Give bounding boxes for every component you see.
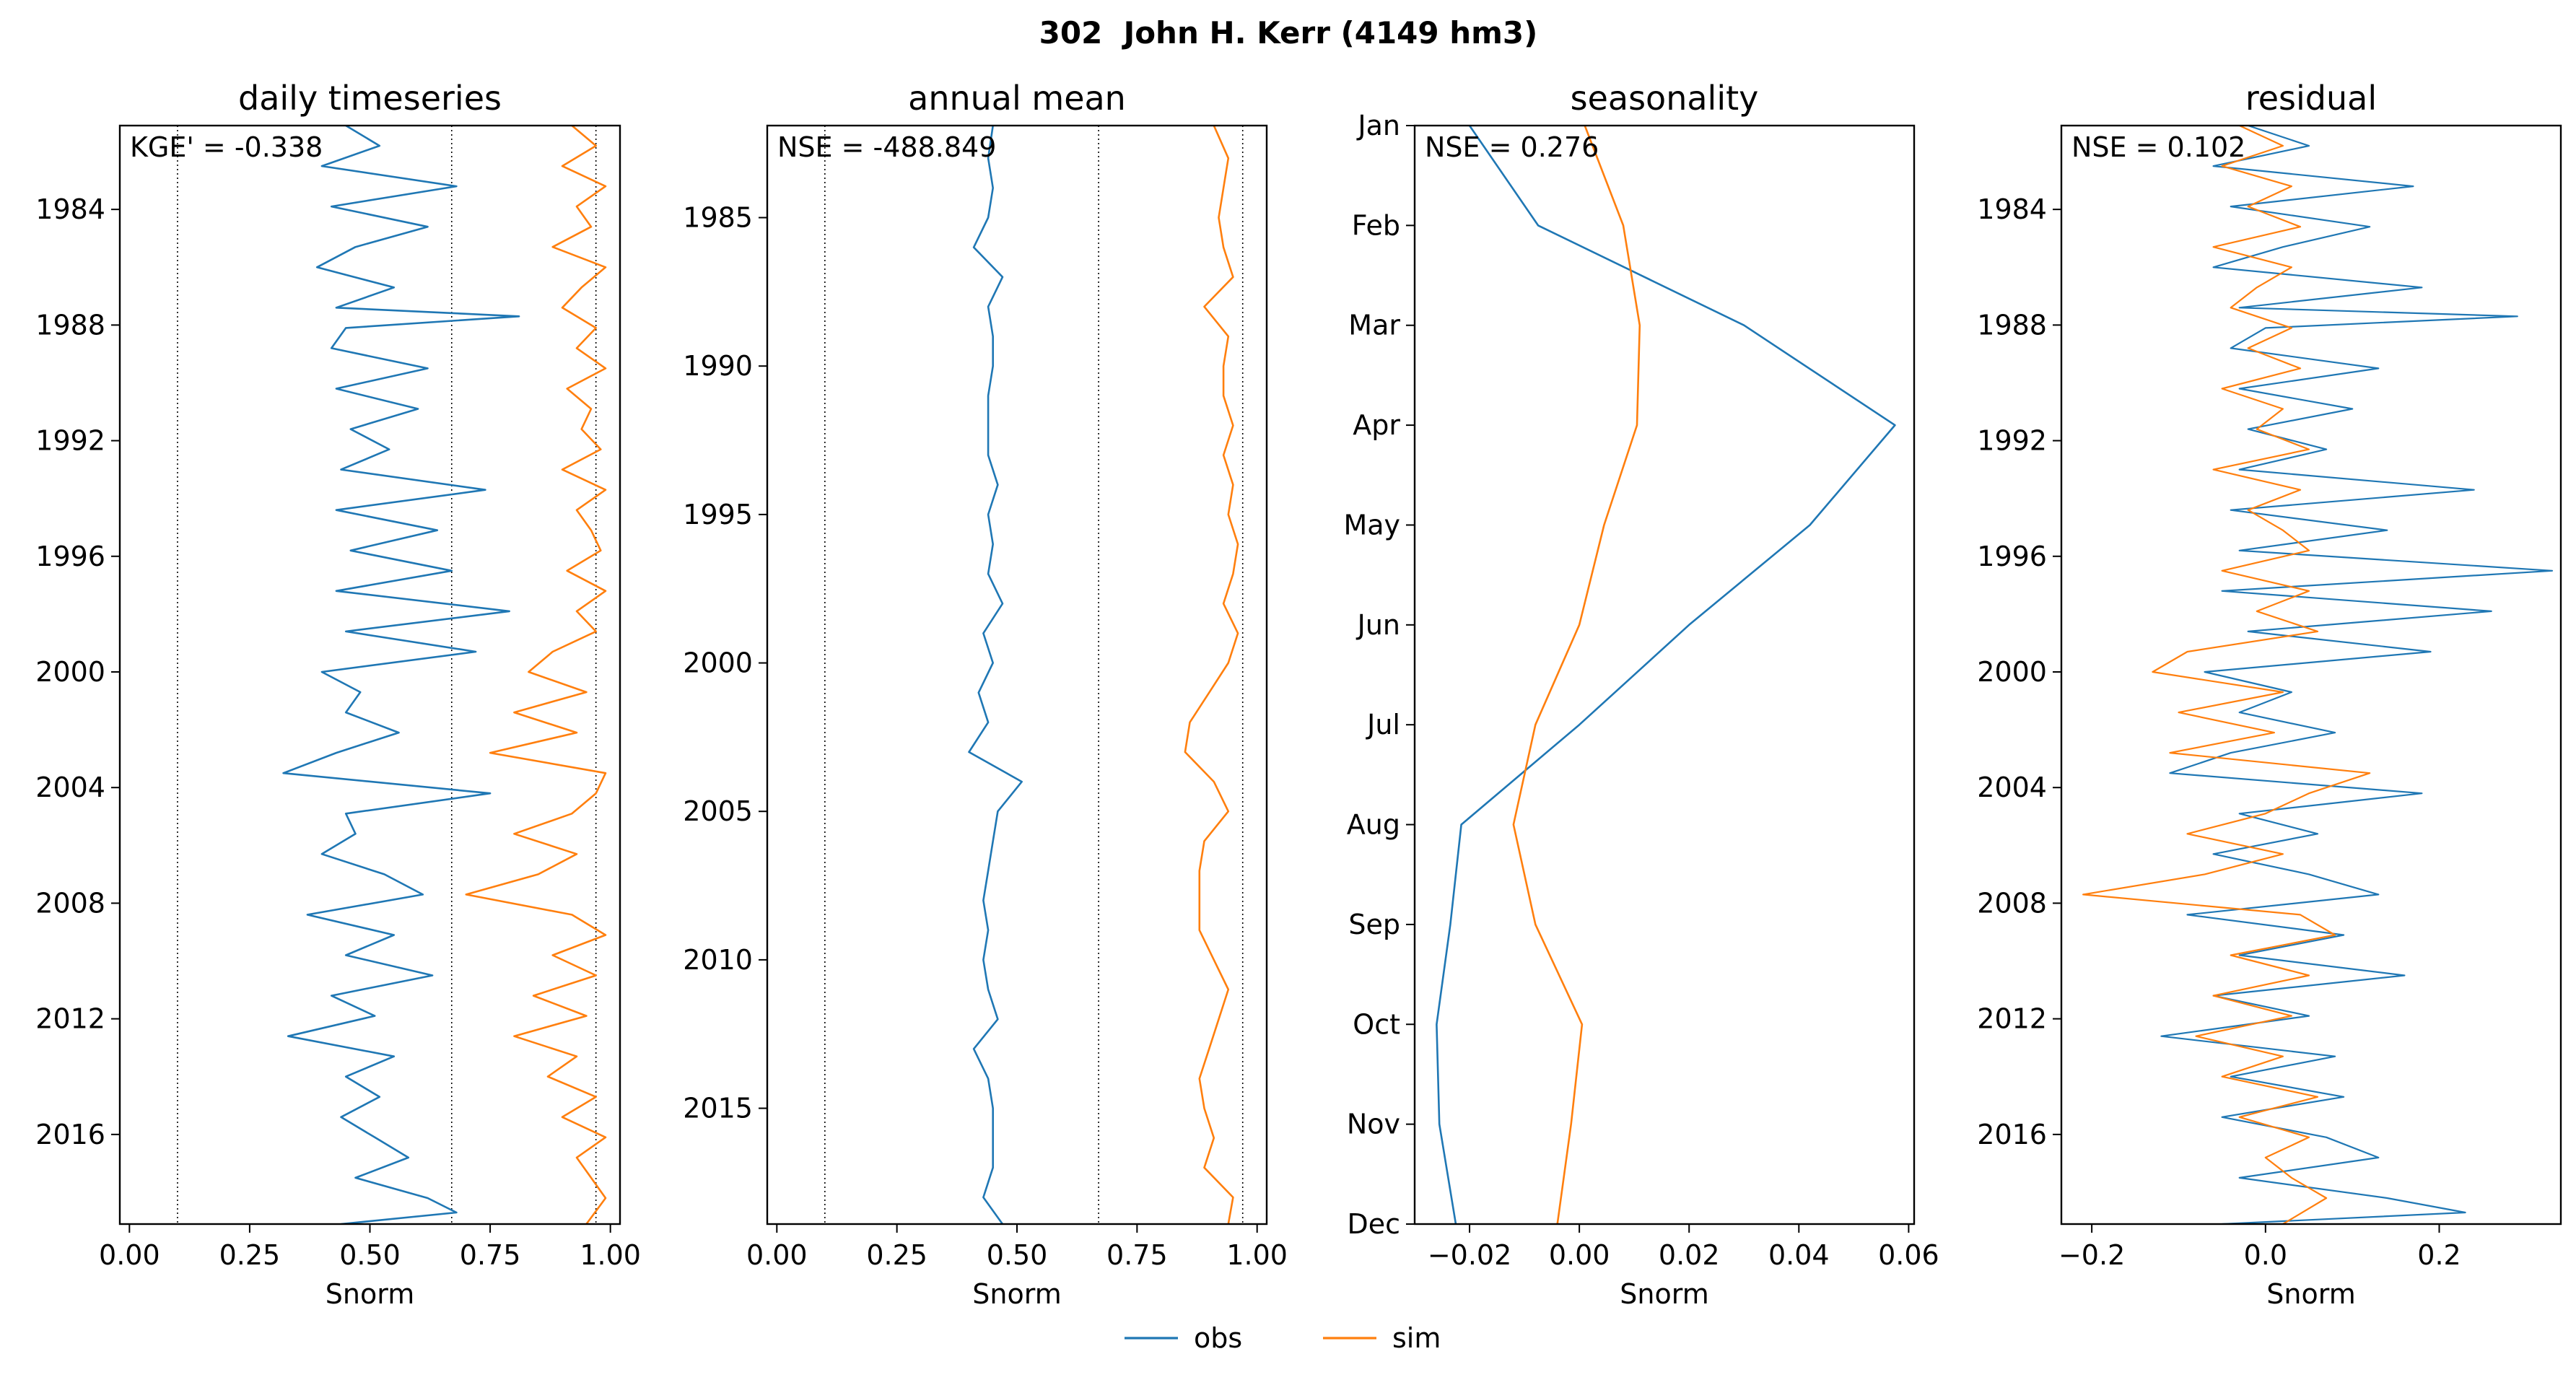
x-tick-label: 0.75 bbox=[1106, 1239, 1168, 1271]
y-tick-label: 2012 bbox=[1977, 1003, 2047, 1035]
y-tick-label: 1992 bbox=[1977, 425, 2047, 457]
y-tick-label: Apr bbox=[1353, 409, 1400, 441]
y-tick-label: Dec bbox=[1347, 1208, 1400, 1240]
legend-label-obs: obs bbox=[1194, 1322, 1242, 1354]
subplot-title: annual mean bbox=[908, 79, 1126, 118]
y-tick-label: Aug bbox=[1347, 809, 1400, 841]
x-axis-label: Snorm bbox=[2266, 1278, 2355, 1310]
metric-annotation: KGE' = -0.338 bbox=[130, 131, 323, 163]
subplot-panels: 0.00 0.25 0.50 0.75 1.00 1984 1988 1992 1996 2000… bbox=[35, 79, 2562, 1310]
subplot-title: residual bbox=[2245, 79, 2377, 118]
series-line-obs bbox=[968, 126, 1023, 1224]
subplot-2: 0.00 0.25 0.50 0.75 1.00 1985 1990 1995 2000 2005… bbox=[683, 79, 1288, 1310]
y-tick-label: Jun bbox=[1356, 609, 1400, 641]
y-tick-label: 2000 bbox=[683, 647, 753, 679]
y-tick-label: May bbox=[1343, 509, 1400, 541]
x-tick-label: 1.00 bbox=[580, 1239, 641, 1271]
y-tick-label: Jan bbox=[1356, 110, 1400, 141]
x-tick-label: 0.06 bbox=[1878, 1239, 1939, 1271]
x-tick-label: 0.25 bbox=[219, 1239, 281, 1271]
x-tick-label: 0.50 bbox=[339, 1239, 401, 1271]
y-tick-label: 2000 bbox=[35, 656, 105, 688]
y-tick-label: 2010 bbox=[683, 944, 753, 976]
subplot-3: −0.02 0.00 0.02 0.04 0.06 Jan Feb Mar Apr May Jun J… bbox=[1343, 79, 1939, 1310]
y-tick-label: 1985 bbox=[683, 202, 753, 234]
y-tick-label: 2005 bbox=[683, 795, 753, 827]
subplot-title: seasonality bbox=[1571, 79, 1759, 118]
subplot-4: −0.2 0.0 0.2 1984 1988 1992 1996 2000 2004 2008 20… bbox=[1977, 79, 2562, 1310]
y-tick-label: 1988 bbox=[35, 309, 105, 341]
subplot-1: 0.00 0.25 0.50 0.75 1.00 1984 1988 1992 1996 2000… bbox=[35, 79, 641, 1310]
series-line-sim bbox=[1512, 126, 1641, 1224]
series-line-obs bbox=[282, 126, 520, 1224]
x-tick-label: 0.00 bbox=[746, 1239, 808, 1271]
y-tick-label: Nov bbox=[1347, 1109, 1400, 1140]
x-tick-label: 0.75 bbox=[460, 1239, 521, 1271]
y-tick-label: 2008 bbox=[35, 887, 105, 919]
x-tick-label: 0.0 bbox=[2244, 1239, 2287, 1271]
y-tick-label: 1984 bbox=[1977, 193, 2047, 225]
metric-annotation: NSE = 0.276 bbox=[1425, 131, 1599, 163]
x-tick-label: 0.50 bbox=[987, 1239, 1048, 1271]
series-line-sim bbox=[465, 126, 607, 1224]
axes-frame bbox=[2060, 124, 2562, 1225]
x-tick-label: 1.00 bbox=[1226, 1239, 1288, 1271]
x-tick-label: 0.25 bbox=[866, 1239, 927, 1271]
series-line-sim bbox=[1184, 126, 1239, 1224]
y-tick-label: 1996 bbox=[1977, 541, 2047, 572]
series-line-obs bbox=[1436, 126, 1896, 1224]
x-axis-label: Snorm bbox=[972, 1278, 1061, 1310]
metric-annotation: NSE = -488.849 bbox=[777, 131, 996, 163]
y-tick-label: 2012 bbox=[35, 1003, 105, 1035]
y-tick-label: Oct bbox=[1353, 1008, 1400, 1040]
y-tick-label: 1995 bbox=[683, 499, 753, 530]
y-tick-label: Sep bbox=[1348, 909, 1400, 940]
y-tick-label: 1984 bbox=[35, 193, 105, 225]
figure-legend: obs sim bbox=[1125, 1322, 1441, 1354]
y-tick-label: 1992 bbox=[35, 425, 105, 457]
series-line-obs bbox=[2160, 126, 2554, 1224]
x-axis-label: Snorm bbox=[1620, 1278, 1708, 1310]
y-tick-label: 2000 bbox=[1977, 656, 2047, 688]
y-tick-label: 1990 bbox=[683, 350, 753, 382]
legend-label-sim: sim bbox=[1392, 1322, 1441, 1354]
y-tick-label: 1988 bbox=[1977, 309, 2047, 341]
y-tick-label: 2004 bbox=[35, 772, 105, 803]
y-tick-label: 2004 bbox=[1977, 772, 2047, 803]
y-tick-label: 2008 bbox=[1977, 887, 2047, 919]
series-line-sim bbox=[2082, 126, 2371, 1224]
y-tick-label: 2016 bbox=[35, 1119, 105, 1150]
x-tick-label: 0.02 bbox=[1659, 1239, 1720, 1271]
x-tick-label: 0.04 bbox=[1768, 1239, 1830, 1271]
x-tick-label: 0.00 bbox=[1549, 1239, 1610, 1271]
y-tick-label: Jul bbox=[1366, 709, 1400, 740]
y-tick-label: Mar bbox=[1348, 310, 1400, 341]
x-tick-label: 0.00 bbox=[99, 1239, 160, 1271]
x-tick-label: −0.02 bbox=[1428, 1239, 1511, 1271]
axes-frame bbox=[1413, 124, 1916, 1225]
y-tick-label: 1996 bbox=[35, 541, 105, 572]
x-tick-label: −0.2 bbox=[2058, 1239, 2125, 1271]
x-axis-label: Snorm bbox=[326, 1278, 414, 1310]
subplot-title: daily timeseries bbox=[238, 79, 502, 118]
y-tick-label: 2015 bbox=[683, 1093, 753, 1124]
x-tick-label: 0.2 bbox=[2417, 1239, 2461, 1271]
metric-annotation: NSE = 0.102 bbox=[2071, 131, 2245, 163]
y-tick-label: Feb bbox=[1352, 209, 1400, 241]
figure-suptitle: 302 John H. Kerr (4149 hm3) bbox=[1039, 15, 1538, 51]
y-tick-label: 2016 bbox=[1977, 1119, 2047, 1150]
